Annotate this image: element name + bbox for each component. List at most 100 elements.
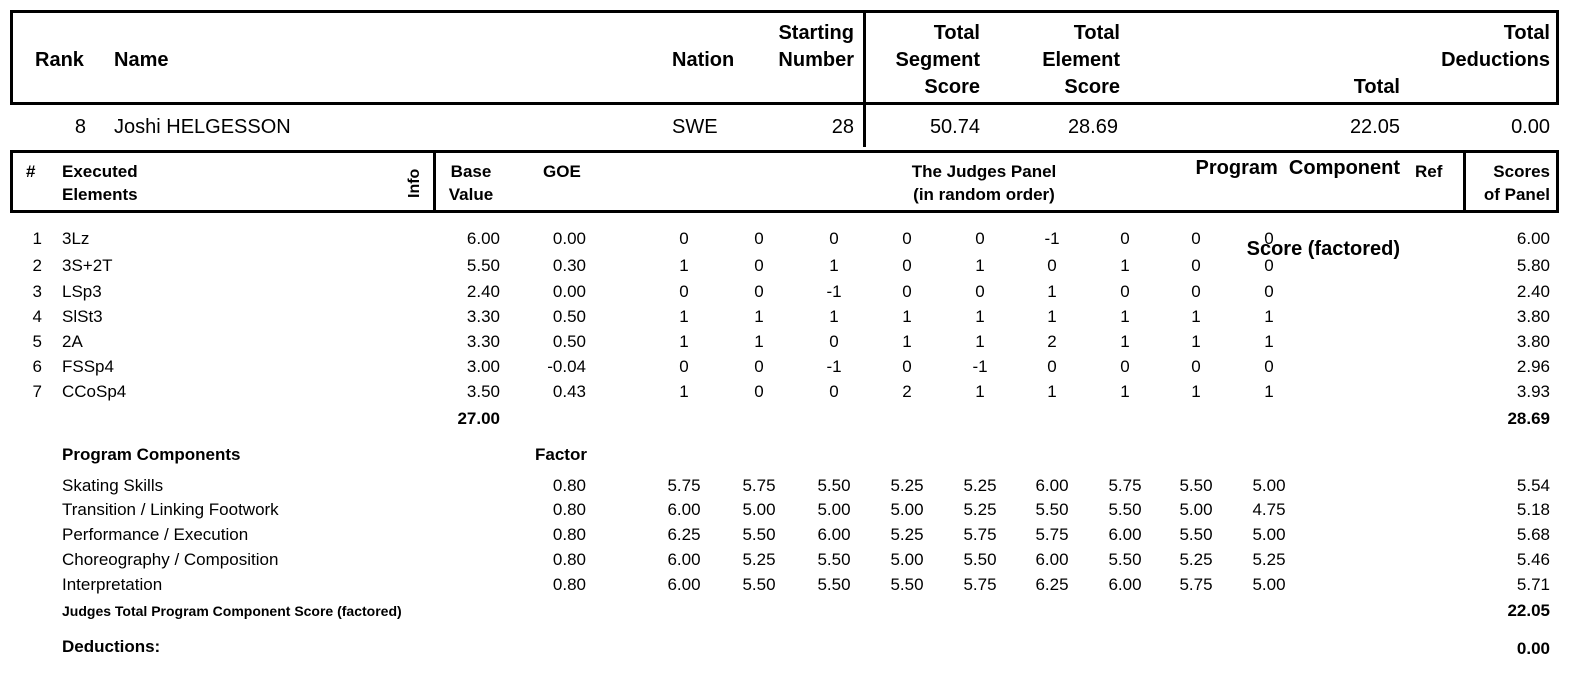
- element-judge-score: 1: [1047, 307, 1057, 326]
- nation-header: Nation: [672, 49, 735, 71]
- element-judge-score: 0: [1264, 256, 1274, 275]
- element-judge-score: 0: [1264, 282, 1274, 301]
- component-panel-score: 5.68: [1516, 525, 1550, 544]
- executed-elements-header: Executed Elements: [62, 162, 138, 204]
- element-judge-score: 1: [1120, 307, 1130, 326]
- element-judge-score: -1: [972, 357, 988, 376]
- element-judge-score: 1: [679, 307, 689, 326]
- rank-header: Rank: [35, 49, 84, 71]
- element-name: 3S+2T: [62, 256, 113, 275]
- element-base-value: 6.00: [466, 229, 500, 248]
- component-name: Transition / Linking Footwork: [62, 500, 279, 519]
- component-factor: 0.80: [552, 550, 586, 569]
- summary-divider: [863, 10, 866, 147]
- element-judge-score: 0: [754, 357, 764, 376]
- element-judge-score: -1: [826, 357, 842, 376]
- factor-header: Factor: [535, 445, 587, 464]
- component-judge-score: 6.00: [667, 550, 701, 569]
- component-judge-score: 5.50: [890, 575, 924, 594]
- element-goe: 0.00: [552, 229, 586, 248]
- component-judge-score: 6.00: [1035, 550, 1069, 569]
- element-judge-score: 1: [754, 332, 764, 351]
- total-segment-score-header: Total Segment Score: [895, 22, 980, 98]
- element-judge-score: 0: [902, 256, 912, 275]
- element-judge-score: 0: [829, 332, 839, 351]
- element-judge-score: 0: [975, 229, 985, 248]
- element-num: 5: [32, 332, 42, 351]
- skater-name: Joshi HELGESSON: [114, 116, 291, 138]
- component-judge-score: 5.50: [742, 525, 776, 544]
- element-num: 7: [32, 382, 42, 401]
- element-judge-score: 1: [975, 307, 985, 326]
- component-judge-score: 5.00: [1252, 476, 1286, 495]
- skater-rank: 8: [74, 116, 86, 138]
- name-header: Name: [114, 49, 169, 71]
- element-name: 3Lz: [62, 229, 90, 248]
- element-judge-score: 0: [1264, 357, 1274, 376]
- element-judge-score: 0: [1047, 256, 1057, 275]
- element-name: 2A: [62, 332, 83, 351]
- component-factor: 0.80: [552, 476, 586, 495]
- component-judge-score: 5.00: [1252, 575, 1286, 594]
- component-judge-score: 4.75: [1252, 500, 1286, 519]
- element-judge-score: 1: [679, 256, 689, 275]
- element-name: FSSp4: [62, 357, 114, 376]
- component-judge-score: 5.75: [963, 525, 997, 544]
- component-factor: 0.80: [552, 525, 586, 544]
- component-judge-score: 5.25: [890, 525, 924, 544]
- component-factor: 0.80: [552, 500, 586, 519]
- component-judge-score: 6.25: [667, 525, 701, 544]
- element-judge-score: 1: [1120, 332, 1130, 351]
- element-judge-score: 0: [902, 357, 912, 376]
- component-judge-score: 5.00: [1252, 525, 1286, 544]
- component-judge-score: 5.00: [890, 500, 924, 519]
- total-program-component-header: Total Program Component Score (factored): [1195, 76, 1400, 260]
- element-name: LSp3: [62, 282, 102, 301]
- element-panel-score: 2.40: [1516, 282, 1550, 301]
- element-judge-score: 2: [902, 382, 912, 401]
- component-name: Choreography / Composition: [62, 550, 279, 569]
- skater-total-segment-score: 50.74: [929, 116, 980, 138]
- element-panel-score: 6.00: [1516, 229, 1550, 248]
- element-judge-score: 0: [902, 282, 912, 301]
- element-base-value: 5.50: [466, 256, 500, 275]
- deductions-value: 0.00: [1516, 639, 1550, 658]
- element-judge-score: 0: [754, 256, 764, 275]
- component-judge-score: 5.50: [1108, 550, 1142, 569]
- element-judge-score: 1: [975, 382, 985, 401]
- component-judge-score: 5.25: [963, 476, 997, 495]
- component-judge-score: 5.75: [1108, 476, 1142, 495]
- program-components-title: Program Components: [62, 445, 241, 464]
- skater-total-program-component-score: 22.05: [1349, 116, 1400, 138]
- element-panel-score: 5.80: [1516, 256, 1550, 275]
- element-judge-score: 0: [1191, 229, 1201, 248]
- element-base-value: 2.40: [466, 282, 500, 301]
- summary-header-box: [10, 10, 1559, 105]
- element-judge-score: 0: [1120, 357, 1130, 376]
- element-judge-score: 2: [1047, 332, 1057, 351]
- element-judge-score: 0: [1120, 229, 1130, 248]
- element-judge-score: 1: [679, 332, 689, 351]
- judges-total-label: Judges Total Program Component Score (fa…: [62, 603, 402, 619]
- element-goe: 0.50: [552, 307, 586, 326]
- element-goe: 0.43: [552, 382, 586, 401]
- component-name: Interpretation: [62, 575, 163, 594]
- element-name: CCoSp4: [62, 382, 127, 401]
- element-judge-score: 0: [1191, 282, 1201, 301]
- element-judge-score: 1: [679, 382, 689, 401]
- element-judge-score: 0: [829, 382, 839, 401]
- component-judge-score: 5.25: [1179, 550, 1213, 569]
- element-judge-score: 1: [1264, 332, 1274, 351]
- component-judge-score: 5.25: [890, 476, 924, 495]
- component-judge-score: 5.50: [1179, 476, 1213, 495]
- element-goe: 0.50: [552, 332, 586, 351]
- component-judge-score: 5.25: [742, 550, 776, 569]
- element-num: 4: [32, 307, 42, 326]
- component-judge-score: 5.50: [1179, 525, 1213, 544]
- element-judge-score: 1: [902, 307, 912, 326]
- element-num: 3: [32, 282, 42, 301]
- element-judge-score: -1: [826, 282, 842, 301]
- element-base-value: 3.50: [466, 382, 500, 401]
- component-judge-score: 5.50: [817, 575, 851, 594]
- component-name: Performance / Execution: [62, 525, 249, 544]
